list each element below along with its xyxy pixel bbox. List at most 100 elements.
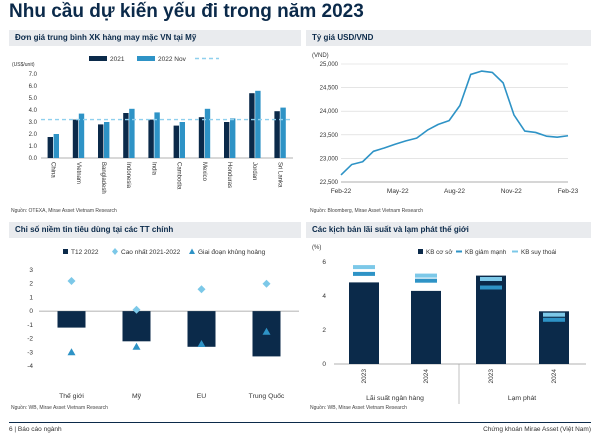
chart3-bar <box>122 311 151 342</box>
chart4-y-tick: 4 <box>322 293 326 300</box>
chart4-y-tick: 0 <box>322 361 326 368</box>
chart3-y-tick: -1 <box>27 322 33 329</box>
chart3-bar <box>57 311 86 328</box>
chart3-x-tick: EU <box>197 393 207 400</box>
chart3-consumer-confidence: -4 -3 -2 -1 0 1 2 3 Thế giới Mỹ EU Trung Quốc T12 20… <box>27 247 299 400</box>
chart1-bar-2022-nov <box>204 108 211 158</box>
chart3-y-tick: -4 <box>27 363 33 370</box>
chart1-bar-2021 <box>47 137 53 158</box>
chart1-y-tick: 0.0 <box>29 156 38 162</box>
chart1-bar-2022-nov <box>104 122 110 158</box>
chart1-x-tick: Bangladesh <box>100 162 106 194</box>
chart4-x-tick: 2024 <box>423 369 430 384</box>
chart2-unit-label: (VND) <box>312 53 329 59</box>
chart1-y-tick: 5.0 <box>29 96 38 102</box>
chart1-bar-2022-nov <box>280 107 286 158</box>
chart4-legend-label-base: KB cơ sở <box>426 248 452 256</box>
chart4-bar-base <box>411 290 441 364</box>
chart4-dash-recession <box>415 273 437 278</box>
chart2-y-tick: 24,000 <box>320 109 339 115</box>
chart4-dash-recession <box>480 277 502 281</box>
chart2-x-tick: Feb-23 <box>558 188 579 195</box>
chart3-x-tick: Trung Quốc <box>249 391 285 400</box>
chart4-group-label: Lãi suất ngân hàng <box>366 393 424 402</box>
chart1-bar-2022-nov <box>78 113 85 158</box>
chart1-bar-2021 <box>173 125 179 158</box>
chart3-x-tick: Mỹ <box>132 393 142 400</box>
chart2-x-tick: Feb-22 <box>331 188 352 195</box>
chart1-bar-2021 <box>198 117 205 158</box>
chart2-y-tick: 24,500 <box>320 86 339 92</box>
chart1-y-tick: 7.0 <box>29 72 38 78</box>
chart3-legend-swatch-t12 <box>63 249 68 254</box>
chart3-y-tick: -2 <box>27 336 33 343</box>
chart1-garment-unit-price: (US$/unit) 0.0 1.0 2.0 3.0 4.0 5.0 6.0 7.0 China V… <box>12 56 293 194</box>
chart3-legend-swatch-high <box>112 248 118 255</box>
chart1-x-tick: Indonesia <box>125 162 131 189</box>
chart1-bar-2022-nov <box>230 118 236 158</box>
chart1-bar-2022-nov <box>255 90 261 158</box>
chart3-diamond-marker <box>262 279 271 288</box>
chart1-source: Nguồn: OTEXA, Mirae Asset Vietnam Resear… <box>11 208 117 214</box>
chart3-legend-swatch-crisis <box>189 248 195 254</box>
chart2-usd-vnd-rate: (VND) 22,500 23,000 23,500 24,000 24,500 25,00… <box>312 53 579 195</box>
chart4-bar-base <box>476 275 506 364</box>
chart4-dash-strong-cut <box>415 278 437 283</box>
chart4-rate-inflation-scenarios: (%) 0 2 4 6 2023 2024 2023 2024 Lãi suất ngân hàn… <box>312 245 586 404</box>
chart4-group-label: Lạm phát <box>508 395 536 402</box>
chart1-legend-swatch-2021 <box>89 56 107 61</box>
chart4-title: Các kịch bản lãi suất và lạm phát thế gi… <box>306 222 591 238</box>
chart1-x-tick: Cambodia <box>176 162 182 190</box>
chart4-dash-strong-cut <box>480 285 502 290</box>
chart1-y-tick: 1.0 <box>29 144 38 150</box>
chart4-x-tick: 2023 <box>488 369 495 384</box>
chart1-unit-label: (US$/unit) <box>12 62 35 68</box>
chart2-y-tick: 22,500 <box>320 180 339 186</box>
chart1-y-tick: 6.0 <box>29 84 38 90</box>
chart2-source: Nguồn: Bloomberg, Mirae Asset Vietnam Re… <box>310 208 424 214</box>
chart3-y-tick: 3 <box>29 267 33 274</box>
chart4-legend-label-strong: KB giảm mạnh <box>465 249 507 256</box>
chart1-bar-2021 <box>72 119 79 158</box>
chart1-x-tick: Honduras <box>226 162 232 188</box>
chart3-y-tick: 1 <box>29 294 33 301</box>
chart1-legend-swatch-2022 <box>137 56 155 61</box>
chart3-triangle-marker <box>132 342 141 350</box>
chart1-x-tick: Mexico <box>201 162 207 182</box>
chart1-x-tick: Jordan <box>251 162 257 180</box>
chart1-legend-label-2021: 2021 <box>110 56 125 63</box>
chart3-triangle-marker <box>197 340 206 348</box>
chart1-x-tick: Vietnam <box>75 162 81 184</box>
chart3-triangle-marker <box>262 327 271 335</box>
chart3-legend-label-crisis: Giai đoạn khủng hoảng <box>198 248 266 256</box>
chart1-bar-2021 <box>249 93 255 158</box>
chart1-x-tick: China <box>50 162 56 178</box>
chart3-diamond-marker <box>67 276 76 285</box>
chart3-y-tick: -3 <box>27 349 33 356</box>
footer-left: 6 | Báo cáo ngành <box>9 426 62 433</box>
chart1-bar-2022-nov <box>53 134 59 158</box>
chart3-diamond-marker <box>132 305 141 314</box>
chart2-x-tick: May-22 <box>387 188 409 195</box>
chart4-dash-strong-cut <box>353 271 375 276</box>
chart2-series-line <box>340 70 569 176</box>
chart3-diamond-marker <box>197 285 206 294</box>
chart3-legend-label-t12: T12 2022 <box>71 249 99 256</box>
chart1-y-tick: 3.0 <box>29 120 38 126</box>
chart3-y-tick: 2 <box>29 281 33 288</box>
chart4-dash-recession <box>543 312 565 317</box>
chart1-bar-2022-nov <box>179 122 185 158</box>
chart4-bar-base <box>349 282 379 364</box>
chart2-y-tick: 23,500 <box>320 133 339 139</box>
chart4-dash-strong-cut <box>543 317 565 322</box>
chart3-legend-label-high: Cao nhất 2021-2022 <box>121 247 181 256</box>
chart1-x-tick: India <box>150 162 156 176</box>
chart3-title: Chỉ số niềm tin tiêu dùng tại các TT chí… <box>9 222 301 238</box>
chart2-title: Tỷ giá USD/VND <box>306 30 591 46</box>
chart1-bar-2021 <box>224 122 230 158</box>
chart4-source: Nguồn: WB, Mirae Asset Vietnam Research <box>310 405 407 411</box>
chart1-bar-2021 <box>98 124 104 158</box>
chart4-legend-swatch-base <box>418 249 423 254</box>
chart1-bar-2021 <box>274 111 280 158</box>
footer-right: Chứng khoán Mirae Asset (Việt Nam) <box>483 426 591 433</box>
